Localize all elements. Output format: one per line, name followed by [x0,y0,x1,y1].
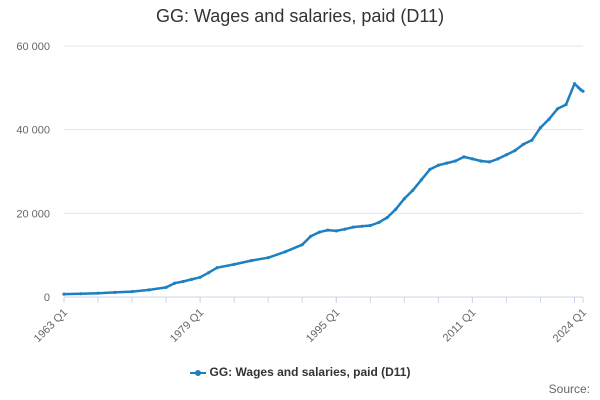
data-point [164,285,168,289]
data-point [249,259,253,263]
data-point [577,86,581,90]
data-point [547,117,551,121]
data-point [309,234,313,238]
data-point [79,292,83,296]
data-point [462,155,466,159]
series-layer [62,82,585,296]
data-point [62,292,66,296]
data-point [232,262,236,266]
data-point [385,215,389,220]
data-point [351,225,355,229]
data-point [521,142,526,146]
series-line [63,82,584,296]
x-tick-label: 1979 Q1 [168,307,206,345]
source-label: Source: [548,382,590,396]
data-point [113,290,117,294]
data-point [360,224,364,228]
x-tick-label: 1995 Q1 [304,307,342,345]
data-point [538,126,543,130]
data-point [334,229,338,233]
data-point [419,178,423,182]
data-point [147,288,151,292]
data-point [436,163,440,167]
data-point [530,138,534,142]
data-point [479,159,483,163]
data-point [266,256,270,260]
data-point [513,149,517,153]
legend-line-icon [189,368,206,378]
data-point [564,103,568,107]
data-point [368,223,372,228]
data-point [96,291,100,295]
data-point [453,159,457,163]
data-point [173,281,177,285]
y-tick-label: 20 000 [16,208,50,220]
gridlines [64,45,583,214]
data-point [496,157,500,161]
legend-label: GG: Wages and salaries, paid (D11) [209,365,411,379]
data-point [326,228,330,232]
x-tick-label: 1963 Q1 [32,307,70,345]
y-tick-label: 40 000 [16,125,50,137]
data-point [411,188,415,192]
y-tick-label: 0 [44,292,50,304]
axes: 0 20 000 40 000 60 000 1963 Q1 1979 Q1 1995 Q1… [16,41,589,345]
data-point [555,107,560,111]
data-point [181,279,185,284]
data-point [394,207,398,211]
data-point [215,266,219,270]
data-point [198,275,202,279]
x-tick-label: 2024 Q1 [551,307,589,345]
data-point [130,290,134,294]
x-tick-label: 2011 Q1 [441,307,479,345]
chart-title: GG: Wages and salaries, paid (D11) [155,6,445,26]
data-point [504,153,508,157]
data-point [572,82,577,86]
data-point [377,220,381,225]
data-point [581,89,585,93]
data-point [283,250,287,254]
legend[interactable]: GG: Wages and salaries, paid (D11) [0,365,600,379]
data-point [300,243,304,247]
data-point [343,227,347,231]
data-point [207,271,211,275]
data-point [470,157,474,161]
data-point [428,167,432,171]
data-point [317,230,321,234]
y-tick-label: 60 000 [16,41,50,53]
data-point [445,161,449,165]
data-point [402,197,406,201]
data-point [190,277,194,281]
data-point [487,160,491,164]
